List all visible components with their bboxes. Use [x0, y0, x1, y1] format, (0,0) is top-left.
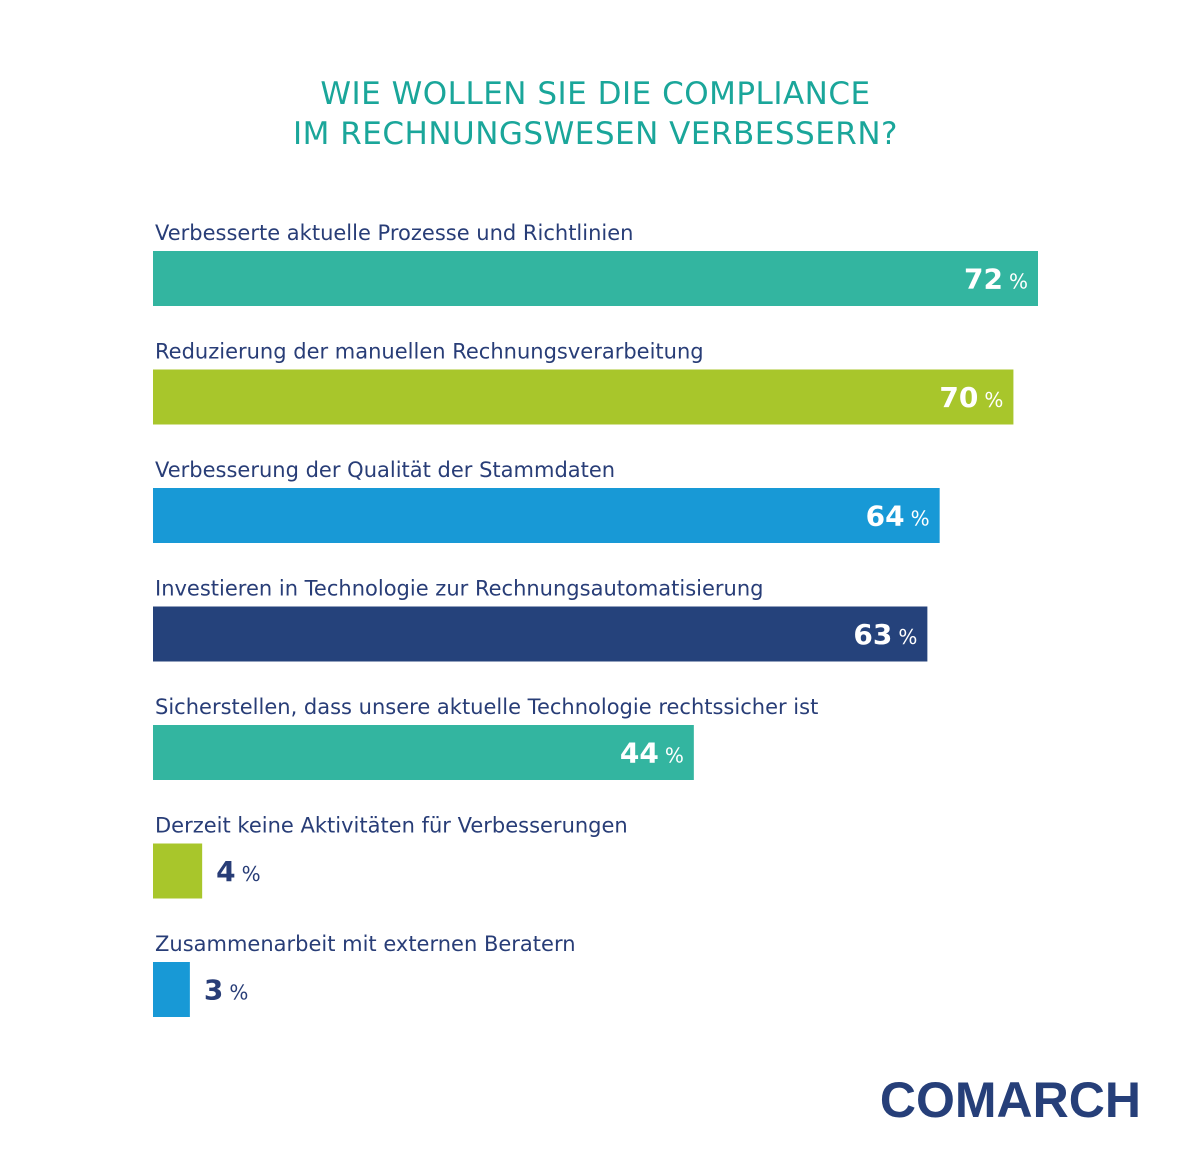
- category-label: Verbesserung der Qualität der Stammdaten: [155, 458, 615, 482]
- comarch-logo: COMARCH: [879, 1072, 1141, 1128]
- data-label: 4%: [216, 855, 261, 888]
- data-label-value: 70: [939, 381, 978, 414]
- data-label-value: 63: [853, 618, 892, 651]
- data-label-unit: %: [1009, 270, 1028, 294]
- data-label-unit: %: [242, 862, 261, 886]
- category-label: Investieren in Technologie zur Rechnungs…: [155, 577, 764, 601]
- chart-title-line-1: WIE WOLLEN SIE DIE COMPLIANCE: [320, 76, 871, 112]
- chart-title: WIE WOLLEN SIE DIE COMPLIANCE IM RECHNUN…: [0, 74, 1191, 154]
- data-label: 3%: [204, 974, 249, 1007]
- data-label-value: 72: [964, 263, 1003, 296]
- category-label: Zusammenarbeit mit externen Beratern: [155, 932, 576, 956]
- chart-title-line-2: IM RECHNUNGSWESEN VERBESSERN?: [293, 116, 898, 152]
- category-label: Verbesserte aktuelle Prozesse und Richtl…: [155, 221, 633, 245]
- data-label-unit: %: [911, 507, 930, 531]
- bar: [153, 488, 940, 543]
- bar: [153, 962, 190, 1017]
- data-label-value: 4: [216, 855, 235, 888]
- category-label: Sicherstellen, dass unsere aktuelle Tech…: [155, 695, 818, 719]
- data-label-unit: %: [898, 625, 917, 649]
- data-label-unit: %: [984, 388, 1003, 412]
- data-label: 70%: [939, 381, 1003, 414]
- bar: [153, 843, 203, 899]
- data-label: 44%: [620, 737, 684, 770]
- bar: [153, 725, 694, 780]
- data-label-value: 64: [866, 500, 905, 533]
- data-label: 64%: [866, 500, 930, 533]
- data-label-unit: %: [665, 744, 684, 768]
- data-label-value: 3: [204, 974, 223, 1007]
- bar: [153, 369, 1014, 425]
- data-label: 63%: [853, 618, 917, 651]
- data-label: 72%: [964, 263, 1028, 296]
- bar: [153, 606, 928, 662]
- category-label: Derzeit keine Aktivitäten für Verbesseru…: [155, 814, 628, 838]
- data-label-value: 44: [620, 737, 659, 770]
- bar: [153, 251, 1038, 306]
- category-label: Reduzierung der manuellen Rechnungsverar…: [155, 340, 704, 364]
- data-label-unit: %: [229, 981, 248, 1005]
